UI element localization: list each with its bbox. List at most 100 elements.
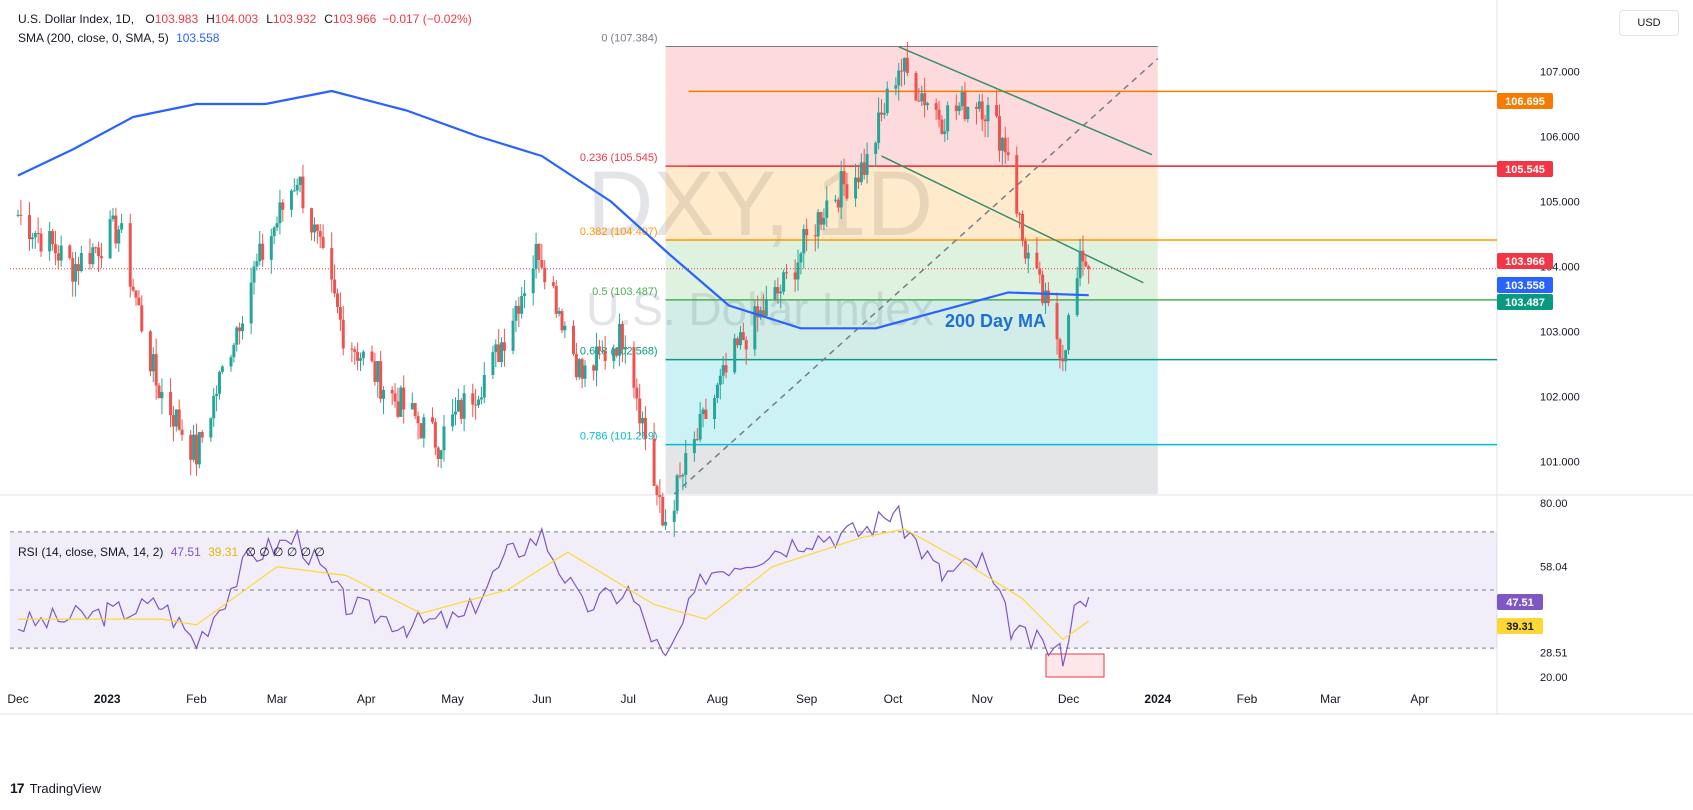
price-tick-label: 105.000	[1540, 197, 1580, 209]
candle-body	[643, 417, 647, 439]
candle-body	[721, 365, 725, 376]
time-tick-label: Apr	[357, 692, 376, 706]
rsi-label-text: 39.31	[1506, 621, 1534, 633]
candle-body	[537, 243, 541, 260]
candle-body	[321, 236, 325, 248]
candle-body	[1015, 155, 1019, 214]
main-legend: U.S. Dollar Index, 1D, O103.983 H104.003 L…	[18, 12, 472, 26]
candle-body	[914, 72, 918, 101]
candle-body	[661, 496, 665, 526]
candle-body	[28, 215, 32, 240]
time-tick-label: Dec	[7, 692, 28, 706]
candle-body	[854, 177, 858, 199]
candle-body	[30, 237, 34, 240]
candle-body	[885, 88, 889, 114]
candle-body	[108, 219, 112, 259]
candle-body	[574, 354, 578, 378]
candle-body	[393, 393, 397, 402]
candle-body	[200, 432, 204, 438]
candle-body	[681, 474, 685, 477]
candle-body	[318, 230, 322, 237]
candle-body	[117, 229, 121, 244]
time-tick-label: Feb	[186, 692, 207, 706]
candle-body	[402, 387, 406, 410]
rsi-ma-value: 39.31	[208, 545, 239, 559]
candle-body	[736, 338, 740, 346]
candle-body	[315, 224, 319, 231]
candle-body	[350, 348, 354, 350]
candle-body	[151, 354, 155, 372]
candle-body	[456, 400, 460, 412]
fib-level-label: 0.236 (105.545)	[580, 152, 658, 164]
candle-body	[16, 214, 20, 216]
fib-zone	[665, 46, 1158, 167]
candle-body	[269, 236, 273, 260]
candle-body	[799, 253, 803, 263]
candle-body	[943, 131, 947, 134]
candle-body	[940, 119, 944, 134]
candle-body	[802, 229, 806, 254]
candle-body	[744, 340, 748, 350]
candle-body	[272, 227, 276, 237]
candle-body	[623, 346, 627, 350]
candle-body	[701, 409, 705, 415]
candle-body	[157, 385, 161, 399]
candle-body	[59, 245, 63, 261]
ohlc-label: O	[145, 12, 155, 26]
candle-body	[534, 243, 538, 269]
candle-body	[359, 358, 363, 361]
candle-body	[756, 306, 760, 318]
rsi-ma-line	[18, 528, 1090, 641]
candle-body	[99, 256, 103, 259]
candle-body	[986, 104, 990, 122]
candle-body	[557, 311, 561, 314]
candle-body	[684, 453, 688, 475]
candle-body	[874, 142, 878, 154]
price-label-tag	[1497, 93, 1553, 109]
sma-legend: SMA (200, close, 0, SMA, 5) 103.558	[18, 31, 219, 45]
fib-zone	[665, 359, 1158, 445]
candle-body	[258, 243, 262, 262]
candle-body	[261, 243, 265, 260]
candle-body	[114, 215, 118, 244]
candle-body	[353, 349, 357, 352]
candle-body	[1078, 250, 1082, 279]
candle-body	[310, 208, 314, 233]
diagonal-trend-line	[673, 57, 1159, 495]
candle-body	[212, 395, 216, 419]
channel-upper-line	[898, 46, 1153, 156]
candle-body	[1046, 290, 1050, 304]
candle-body	[963, 92, 967, 120]
candle-body	[439, 450, 443, 460]
currency-button[interactable]: USD	[1619, 10, 1679, 36]
candle-body	[813, 235, 817, 237]
candle-body	[120, 223, 124, 230]
candle-body	[275, 223, 279, 228]
candle-body	[1026, 252, 1030, 259]
candle-body	[957, 106, 961, 112]
candle-body	[1044, 290, 1048, 304]
candle-body	[497, 344, 501, 363]
tradingview-brand: TradingView	[29, 780, 102, 796]
time-tick-label: Mar	[1320, 692, 1341, 706]
oversold-highlight-box	[1045, 653, 1105, 678]
candle-body	[678, 475, 682, 477]
candle-body	[784, 272, 788, 274]
candle-body	[779, 291, 783, 294]
candle-body	[620, 323, 624, 350]
price-label-tag	[1497, 294, 1553, 310]
ohlc-value: 103.932	[272, 12, 317, 26]
rsi-extra-values: ∅ ∅ ∅ ∅ ∅ ∅	[245, 545, 325, 559]
candle-body	[554, 285, 558, 314]
candle-body	[1081, 250, 1085, 262]
price-label-tag	[1497, 161, 1553, 177]
candle-body	[399, 387, 403, 417]
candle-body	[137, 297, 141, 306]
candle-body	[741, 332, 745, 341]
time-tick-label: Sep	[796, 692, 818, 706]
candle-body	[1035, 252, 1039, 269]
candle-body	[632, 346, 636, 388]
price-label-tag	[1497, 253, 1553, 269]
candle-body	[882, 113, 886, 115]
